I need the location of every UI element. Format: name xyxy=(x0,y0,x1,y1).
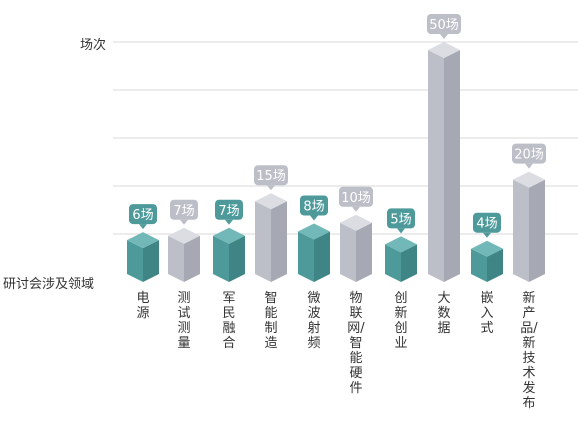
bar xyxy=(168,227,200,282)
value-label: 6场 xyxy=(132,208,153,223)
value-label-pointer xyxy=(310,215,318,221)
bar-top-face xyxy=(127,232,159,249)
bar xyxy=(513,171,545,282)
bar-right-face xyxy=(401,244,417,282)
value-label-pointer xyxy=(440,34,448,39)
value-label-bubble xyxy=(427,14,461,34)
bar-left-face xyxy=(428,50,444,282)
value-label-pointer xyxy=(397,228,405,234)
value-label-bubble xyxy=(339,186,373,207)
value-label-pointer xyxy=(525,163,533,169)
bar-left-face xyxy=(513,179,529,282)
bar-right-face xyxy=(184,235,200,282)
bar-left-face xyxy=(471,248,487,282)
bar-right-face xyxy=(143,240,159,282)
bar-right-face xyxy=(314,231,330,282)
bar-left-face xyxy=(127,240,143,282)
value-label: 4场 xyxy=(476,217,497,232)
category-label: 新产品/新技术发布 xyxy=(520,291,538,411)
bar-top-face xyxy=(513,171,545,188)
bar-top-face xyxy=(213,227,245,244)
value-label: 20场 xyxy=(514,148,544,163)
bar-right-face xyxy=(356,222,372,282)
bar xyxy=(340,214,372,282)
bar-left-face xyxy=(255,201,271,282)
value-label-pointer xyxy=(225,219,233,225)
bar-top-face xyxy=(340,214,372,231)
bar-top-face xyxy=(428,42,460,58)
bar xyxy=(428,42,460,282)
bar xyxy=(213,227,245,282)
bar-left-face xyxy=(298,231,314,282)
value-label-pointer xyxy=(139,224,147,230)
value-label-pointer xyxy=(267,185,275,191)
bar xyxy=(255,193,287,282)
value-label: 7场 xyxy=(173,204,194,219)
x-axis-title: 研讨会涉及领域 xyxy=(3,277,95,292)
category-label: 军民融合 xyxy=(222,291,236,351)
bar-top-face xyxy=(385,236,417,253)
category-label: 嵌入式 xyxy=(480,291,494,336)
y-axis-title: 场次 xyxy=(80,38,107,53)
bar-left-face xyxy=(168,235,184,282)
category-label: 创新创业 xyxy=(394,291,408,351)
value-label-pointer xyxy=(483,232,491,238)
bar-top-face xyxy=(471,240,503,257)
value-label-bubble xyxy=(387,208,415,229)
bar-right-face xyxy=(229,235,245,282)
value-label-pointer xyxy=(180,219,188,225)
bar-left-face xyxy=(213,235,229,282)
bar-right-face xyxy=(444,50,460,282)
value-label-bubble xyxy=(170,199,198,220)
category-label: 微波射频 xyxy=(307,291,321,351)
value-label-bubble xyxy=(215,199,243,220)
value-label-bubble xyxy=(254,165,288,186)
category-label: 大数据 xyxy=(437,291,451,336)
value-label: 5场 xyxy=(390,212,411,227)
category-label: 测试测量 xyxy=(177,291,191,351)
value-label-pointer xyxy=(352,206,360,212)
bar xyxy=(298,223,330,282)
category-label: 物联网/智能硬件 xyxy=(347,291,365,396)
value-label-bubble xyxy=(473,212,501,233)
bar-right-face xyxy=(487,248,503,282)
value-label: 15场 xyxy=(256,169,286,184)
bar-top-face xyxy=(298,223,330,240)
bar-left-face xyxy=(340,222,356,282)
bar-right-face xyxy=(271,201,287,282)
bar xyxy=(471,240,503,282)
bar xyxy=(385,236,417,282)
value-label: 10场 xyxy=(341,191,371,206)
bar xyxy=(127,232,159,282)
category-label: 电源 xyxy=(136,291,150,321)
bar-right-face xyxy=(529,179,545,282)
category-label: 智能制造 xyxy=(264,291,278,351)
value-label: 50场 xyxy=(429,18,459,33)
value-label-bubble xyxy=(512,143,546,164)
value-label: 7场 xyxy=(218,204,239,219)
bar-top-face xyxy=(255,193,287,210)
bar-top-face xyxy=(168,227,200,244)
value-label: 8场 xyxy=(303,199,324,214)
value-label-bubble xyxy=(300,195,328,216)
value-label-bubble xyxy=(129,204,157,225)
bar-left-face xyxy=(385,244,401,282)
